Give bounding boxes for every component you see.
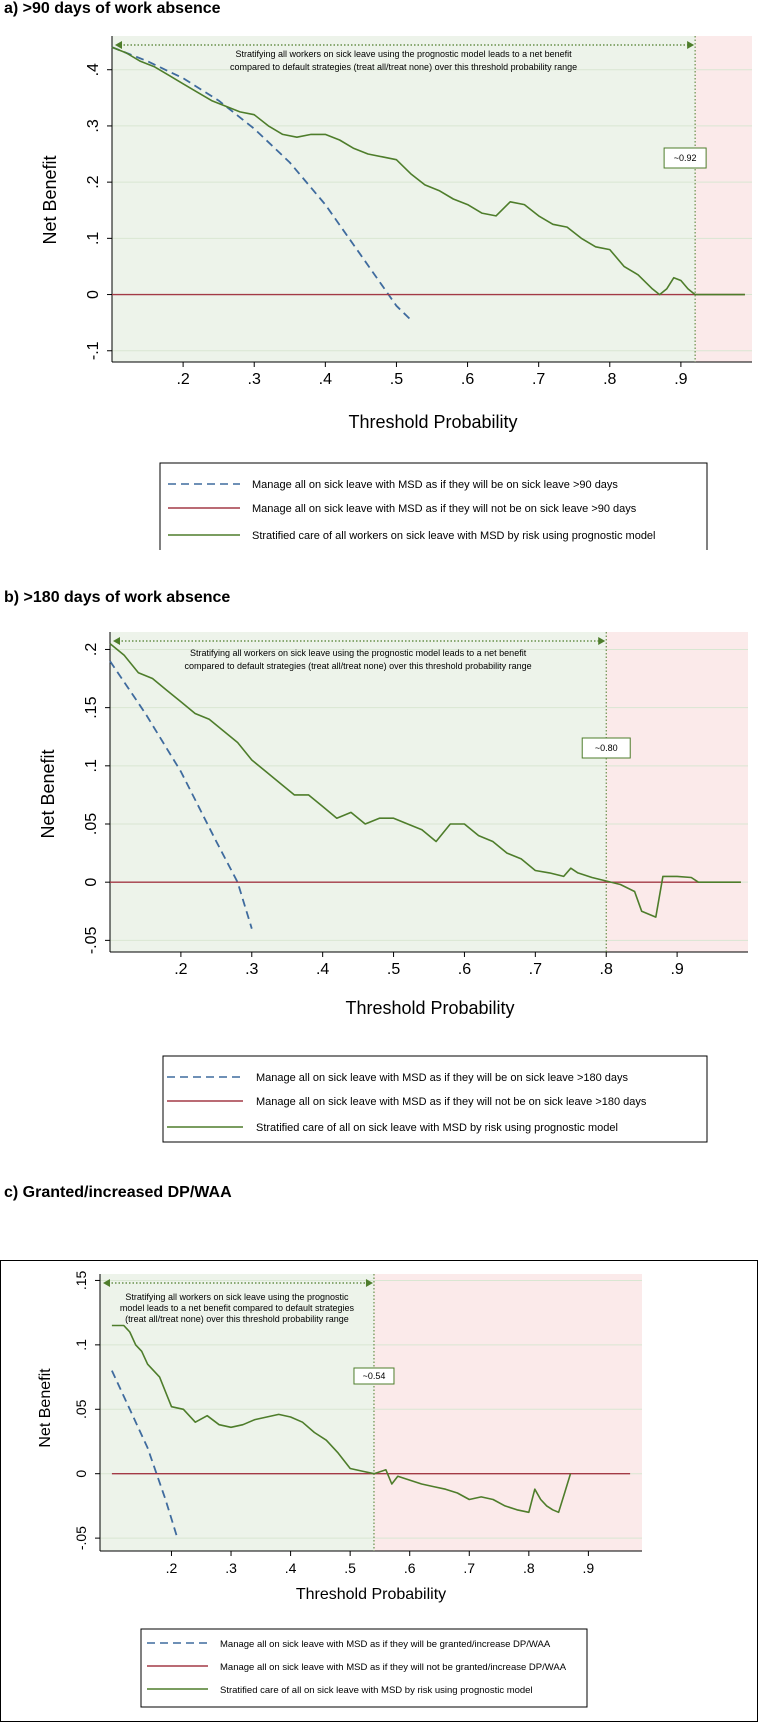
harm-region bbox=[606, 632, 748, 952]
range-arrow-right-head bbox=[598, 637, 606, 645]
y-tick-label: .3 bbox=[85, 119, 102, 132]
y-tick-label: -.1 bbox=[85, 341, 102, 360]
x-axis-title: Threshold Probability bbox=[348, 412, 517, 432]
y-tick-label: .4 bbox=[85, 63, 102, 76]
model-line bbox=[111, 46, 745, 296]
x-tick-label: .9 bbox=[674, 371, 687, 388]
x-tick-label: .5 bbox=[387, 961, 400, 978]
x-tick-label: .9 bbox=[583, 1560, 595, 1576]
y-tick-label: .05 bbox=[83, 813, 100, 835]
range-arrow-right-head bbox=[687, 41, 695, 49]
legend-label: Manage all on sick leave with MSD as if … bbox=[252, 479, 618, 491]
chart-c: -.05 0 .05 .1 .15 .2 .3 .4 .5 .6 .7 .8 .9 Threshold P… bbox=[37, 1271, 642, 1708]
harm-region bbox=[695, 36, 752, 362]
x-tick-label: .4 bbox=[319, 371, 332, 388]
legend-label: Stratified care of all on sick leave wit… bbox=[220, 1685, 533, 1696]
legend-label: Manage all on sick leave with MSD as if … bbox=[220, 1662, 567, 1673]
range-arrow-left-head bbox=[103, 1279, 110, 1287]
legend-box bbox=[140, 1628, 588, 1708]
x-tick-label: .7 bbox=[529, 961, 542, 978]
x-axis-title: Threshold Probability bbox=[296, 1586, 446, 1603]
x-tick-label: .2 bbox=[174, 961, 187, 978]
x-tick-label: .9 bbox=[670, 961, 683, 978]
x-tick-label: .7 bbox=[532, 371, 545, 388]
treat-all-line bbox=[111, 46, 412, 321]
harm-region bbox=[373, 1274, 642, 1551]
threshold-label-box bbox=[353, 1367, 395, 1385]
x-tick-label: .7 bbox=[463, 1560, 475, 1576]
annotation-line: (treat all/treat none) over this thresho… bbox=[125, 1314, 349, 1324]
x-tick-label: .8 bbox=[603, 371, 616, 388]
y-axis-title: Net Benefit bbox=[37, 1368, 54, 1448]
benefit-region bbox=[100, 1274, 374, 1551]
threshold-label-box bbox=[663, 147, 707, 169]
chart-b: -.05 0 .05 .1 .15 .2 .2 .3 .4 .5 .6 .7 .8 .9 Threshold… bbox=[38, 632, 748, 1143]
y-tick-label: .15 bbox=[83, 696, 100, 718]
x-tick-label: .4 bbox=[285, 1560, 297, 1576]
threshold-label: ~0.92 bbox=[674, 153, 697, 163]
legend-label: Stratified care of all on sick leave wit… bbox=[256, 1122, 618, 1134]
range-arrow-right-head bbox=[365, 1279, 373, 1287]
y-tick-label: .2 bbox=[83, 643, 100, 656]
y-tick-label: .15 bbox=[73, 1271, 89, 1291]
legend-label: Manage all on sick leave with MSD as if … bbox=[252, 503, 637, 515]
threshold-label-box bbox=[581, 737, 631, 759]
benefit-region bbox=[112, 36, 696, 362]
y-tick-label: 0 bbox=[83, 878, 100, 887]
legend-box bbox=[162, 1055, 708, 1143]
treat-all-line bbox=[111, 1370, 179, 1539]
y-tick-label: -.05 bbox=[73, 1526, 89, 1550]
x-tick-label: .3 bbox=[248, 371, 261, 388]
range-arrow-left-head bbox=[115, 41, 122, 49]
model-line bbox=[111, 1324, 572, 1514]
y-tick-label: .1 bbox=[73, 1339, 89, 1351]
threshold-label: ~0.80 bbox=[595, 743, 618, 753]
panel-a-title: a) >90 days of work absence bbox=[4, 0, 221, 17]
x-tick-label: .2 bbox=[176, 371, 189, 388]
threshold-label: ~0.54 bbox=[363, 1371, 386, 1381]
x-axis-title: Threshold Probability bbox=[345, 998, 514, 1018]
legend-label: Manage all on sick leave with MSD as if … bbox=[220, 1639, 551, 1650]
panel-c-frame bbox=[0, 1260, 758, 1722]
y-tick-label: -.05 bbox=[83, 926, 100, 954]
legend-box bbox=[159, 462, 708, 550]
x-tick-label: .4 bbox=[316, 961, 329, 978]
x-tick-label: .6 bbox=[458, 961, 471, 978]
annotation-line: compared to default strategies (treat al… bbox=[230, 62, 577, 72]
panel-c-title: c) Granted/increased DP/WAA bbox=[4, 1184, 232, 1201]
x-tick-label: .6 bbox=[404, 1560, 416, 1576]
treat-all-line bbox=[109, 660, 253, 929]
benefit-region bbox=[110, 632, 607, 952]
y-tick-label: 0 bbox=[85, 290, 102, 299]
range-arrow-left-head bbox=[113, 637, 120, 645]
x-tick-label: .6 bbox=[461, 371, 474, 388]
annotation-line: compared to default strategies (treat al… bbox=[185, 661, 532, 671]
y-tick-label: .1 bbox=[85, 232, 102, 245]
y-axis-title: Net Benefit bbox=[40, 155, 60, 244]
x-tick-label: .5 bbox=[344, 1560, 356, 1576]
legend-label: Manage all on sick leave with MSD as if … bbox=[256, 1072, 629, 1084]
annotation-line: Stratifying all workers on sick leave us… bbox=[190, 648, 527, 658]
x-tick-label: .3 bbox=[245, 961, 258, 978]
y-axis-title: Net Benefit bbox=[38, 749, 58, 838]
y-tick-label: .1 bbox=[83, 759, 100, 772]
x-tick-label: .2 bbox=[166, 1560, 178, 1576]
legend-label: Manage all on sick leave with MSD as if … bbox=[256, 1096, 647, 1108]
y-tick-label: 0 bbox=[73, 1470, 89, 1478]
legend-label: Stratified care of all workers on sick l… bbox=[252, 530, 656, 542]
panel-b-title: b) >180 days of work absence bbox=[4, 589, 231, 606]
model-line bbox=[109, 642, 741, 918]
annotation-line: Stratifying all workers on sick leave us… bbox=[125, 1292, 349, 1302]
x-tick-label: .3 bbox=[225, 1560, 237, 1576]
y-tick-label: .2 bbox=[85, 175, 102, 188]
x-tick-label: .5 bbox=[390, 371, 403, 388]
annotation-line: Stratifying all workers on sick leave us… bbox=[235, 49, 572, 59]
y-tick-label: .05 bbox=[73, 1399, 89, 1419]
annotation-line: model leads to a net benefit compared to… bbox=[120, 1303, 355, 1313]
x-tick-label: .8 bbox=[523, 1560, 535, 1576]
x-tick-label: .8 bbox=[600, 961, 613, 978]
chart-a: -.1 0 .1 .2 .3 .4 .2 .3 .4 .5 .6 .7 .8 .9 Threshold Pr… bbox=[40, 36, 752, 550]
